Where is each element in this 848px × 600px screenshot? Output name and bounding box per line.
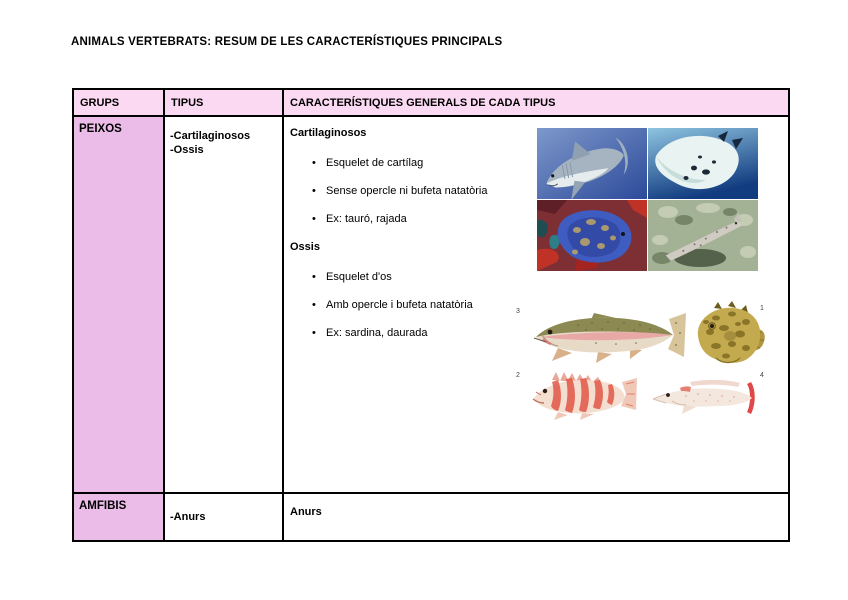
caract-cell-amfibis: Anurs — [284, 494, 788, 540]
tipus-cell-peixos: -Cartilaginosos -Ossis — [165, 117, 284, 494]
scorpionfish-illustration-icon — [532, 372, 637, 420]
bullet-text: Sense opercle ni bufeta natatòria — [326, 185, 488, 197]
figure-label: 4 — [760, 372, 764, 379]
bullet-marker: • — [312, 327, 316, 339]
tipus-line: -Ossis — [170, 144, 204, 156]
caract-cell-peixos: Cartilaginosos • Esquelet de cartílag • … — [284, 117, 788, 494]
bullet-item: • Esquelet d'os — [312, 271, 782, 284]
tipus-cell-amfibis: -Anurs — [165, 494, 284, 540]
gurnard-illustration-icon — [652, 379, 755, 414]
column-header-caracteristiques: CARACTERÍSTIQUES GENERALS DE CADA TIPUS — [284, 90, 788, 117]
bullet-text: Esquelet d'os — [326, 271, 392, 283]
bullet-text: Ex: tauró, rajada — [326, 213, 407, 225]
frogfish-illustration-icon — [697, 301, 765, 364]
column-header-tipus: TIPUS — [165, 90, 284, 117]
trout-illustration-icon — [533, 313, 686, 363]
bullet-text: Ex: sardina, daurada — [326, 327, 428, 339]
figure-label: 1 — [760, 305, 764, 312]
bullet-marker: • — [312, 157, 316, 169]
tipus-line: -Anurs — [170, 511, 206, 523]
group-cell-peixos: PEIXOS — [74, 117, 165, 494]
section-heading-anurs: Anurs — [290, 506, 322, 518]
section-heading-cartilaginosos: Cartilaginosos — [290, 127, 367, 139]
bullet-marker: • — [312, 271, 316, 283]
page-title: ANIMALS VERTEBRATS: RESUM DE LES CARACTE… — [71, 36, 503, 48]
group-cell-amfibis: AMFIBIS — [74, 494, 165, 540]
bullet-marker: • — [312, 185, 316, 197]
bullet-item: • Ex: sardina, daurada — [312, 327, 782, 340]
bony-fish-illustrations: 3 — [510, 300, 768, 430]
manta-ray-underwater-photo-icon — [648, 128, 758, 199]
blue-spotted-fish-photo-icon — [537, 200, 647, 271]
vertebrates-table: GRUPS TIPUS CARACTERÍSTIQUES GENERALS DE… — [72, 88, 790, 542]
bullet-marker: • — [312, 299, 316, 311]
figure-label: 3 — [516, 308, 520, 315]
bullet-item: • Esquelet de cartílag — [312, 157, 782, 170]
white-shark-underwater-photo-icon — [537, 128, 647, 199]
figure-label: 2 — [516, 372, 520, 379]
column-header-grups: GRUPS — [74, 90, 165, 117]
bullet-item: • Sense opercle ni bufeta natatòria — [312, 185, 782, 198]
tipus-line: -Cartilaginosos — [170, 130, 251, 142]
bullet-item: • Ex: tauró, rajada — [312, 213, 782, 226]
bullet-marker: • — [312, 213, 316, 225]
bullet-text: Amb opercle i bufeta natatòria — [326, 299, 473, 311]
bullet-item: • Amb opercle i bufeta natatòria — [312, 299, 782, 312]
bullet-text: Esquelet de cartílag — [326, 157, 424, 169]
section-heading-ossis: Ossis — [290, 241, 320, 253]
cartilaginous-fish-photo-grid — [537, 128, 758, 271]
camouflaged-catshark-photo-icon — [648, 200, 758, 271]
